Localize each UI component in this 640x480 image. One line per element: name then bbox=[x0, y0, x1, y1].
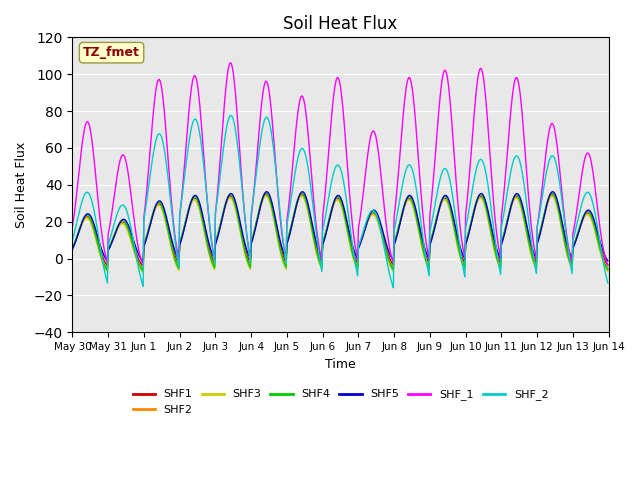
SHF1 bbox=[78, 220, 86, 226]
SHF4 bbox=[604, 267, 612, 273]
SHF3 bbox=[188, 199, 196, 204]
SHF1 bbox=[140, 264, 147, 269]
SHF2 bbox=[604, 265, 612, 271]
Legend: SHF1, SHF2, SHF3, SHF4, SHF5, SHF_1, SHF_2: SHF1, SHF2, SHF3, SHF4, SHF5, SHF_1, SHF… bbox=[128, 385, 553, 420]
SHF_1 bbox=[227, 60, 234, 66]
SHF3 bbox=[133, 259, 141, 264]
SHF1 bbox=[262, 192, 270, 198]
SHF3 bbox=[604, 269, 612, 275]
SHF3 bbox=[140, 270, 147, 276]
SHF_2 bbox=[390, 285, 397, 291]
SHF1 bbox=[406, 196, 414, 202]
SHF3 bbox=[217, 221, 225, 227]
Line: SHF3: SHF3 bbox=[72, 196, 608, 273]
SHF2 bbox=[422, 257, 430, 263]
SHF_2 bbox=[227, 112, 235, 118]
SHF1 bbox=[68, 245, 76, 251]
Line: SHF5: SHF5 bbox=[72, 192, 608, 262]
SHF4 bbox=[68, 245, 76, 251]
SHF5 bbox=[133, 248, 141, 254]
Line: SHF2: SHF2 bbox=[72, 195, 608, 270]
SHF1 bbox=[188, 198, 196, 204]
SHF_2 bbox=[68, 238, 76, 243]
SHF_2 bbox=[188, 124, 195, 130]
SHF1 bbox=[604, 262, 612, 268]
SHF2 bbox=[68, 245, 76, 251]
SHF3 bbox=[422, 260, 430, 266]
SHF3 bbox=[78, 221, 86, 227]
SHF1 bbox=[217, 221, 225, 227]
SHF_2 bbox=[406, 163, 414, 168]
SHF4 bbox=[217, 220, 225, 226]
SHF2 bbox=[78, 221, 86, 227]
SHF2 bbox=[133, 256, 141, 262]
SHF5 bbox=[188, 196, 196, 202]
SHF5 bbox=[406, 193, 414, 199]
SHF_1 bbox=[604, 262, 612, 268]
SHF4 bbox=[140, 268, 147, 274]
Y-axis label: Soil Heat Flux: Soil Heat Flux bbox=[15, 142, 28, 228]
SHF4 bbox=[422, 258, 430, 264]
SHF3 bbox=[406, 198, 414, 204]
SHF_1 bbox=[140, 262, 147, 268]
Line: SHF_2: SHF_2 bbox=[72, 115, 608, 288]
SHF4 bbox=[262, 190, 270, 196]
SHF_2 bbox=[422, 257, 430, 263]
SHF2 bbox=[217, 221, 225, 227]
SHF5 bbox=[78, 219, 86, 225]
SHF_1 bbox=[188, 79, 196, 85]
Line: SHF_1: SHF_1 bbox=[72, 63, 608, 265]
SHF4 bbox=[133, 256, 141, 262]
SHF_1 bbox=[422, 240, 430, 246]
SHF1 bbox=[422, 254, 430, 260]
SHF5 bbox=[604, 258, 612, 264]
SHF5 bbox=[217, 223, 225, 228]
SHF2 bbox=[262, 192, 270, 198]
Line: SHF4: SHF4 bbox=[72, 193, 608, 271]
SHF5 bbox=[263, 189, 271, 194]
SHF_1 bbox=[68, 224, 76, 229]
SHF1 bbox=[133, 253, 141, 259]
Line: SHF1: SHF1 bbox=[72, 195, 608, 266]
SHF5 bbox=[68, 246, 76, 252]
SHF5 bbox=[140, 259, 147, 265]
SHF_1 bbox=[78, 142, 86, 147]
SHF4 bbox=[406, 195, 414, 201]
SHF_1 bbox=[133, 239, 141, 244]
SHF2 bbox=[140, 267, 147, 273]
SHF3 bbox=[68, 245, 76, 251]
SHF2 bbox=[188, 198, 196, 204]
SHF4 bbox=[188, 196, 196, 202]
SHF_2 bbox=[604, 280, 612, 286]
SHF4 bbox=[78, 218, 86, 224]
SHF2 bbox=[406, 197, 414, 203]
SHF_1 bbox=[217, 151, 225, 157]
SHF_2 bbox=[216, 175, 224, 181]
SHF_2 bbox=[133, 258, 141, 264]
Text: TZ_fmet: TZ_fmet bbox=[83, 46, 140, 59]
Title: Soil Heat Flux: Soil Heat Flux bbox=[284, 15, 397, 33]
SHF_1 bbox=[406, 77, 414, 83]
X-axis label: Time: Time bbox=[325, 358, 356, 371]
SHF_2 bbox=[78, 198, 86, 204]
SHF3 bbox=[262, 193, 270, 199]
SHF5 bbox=[422, 250, 430, 255]
